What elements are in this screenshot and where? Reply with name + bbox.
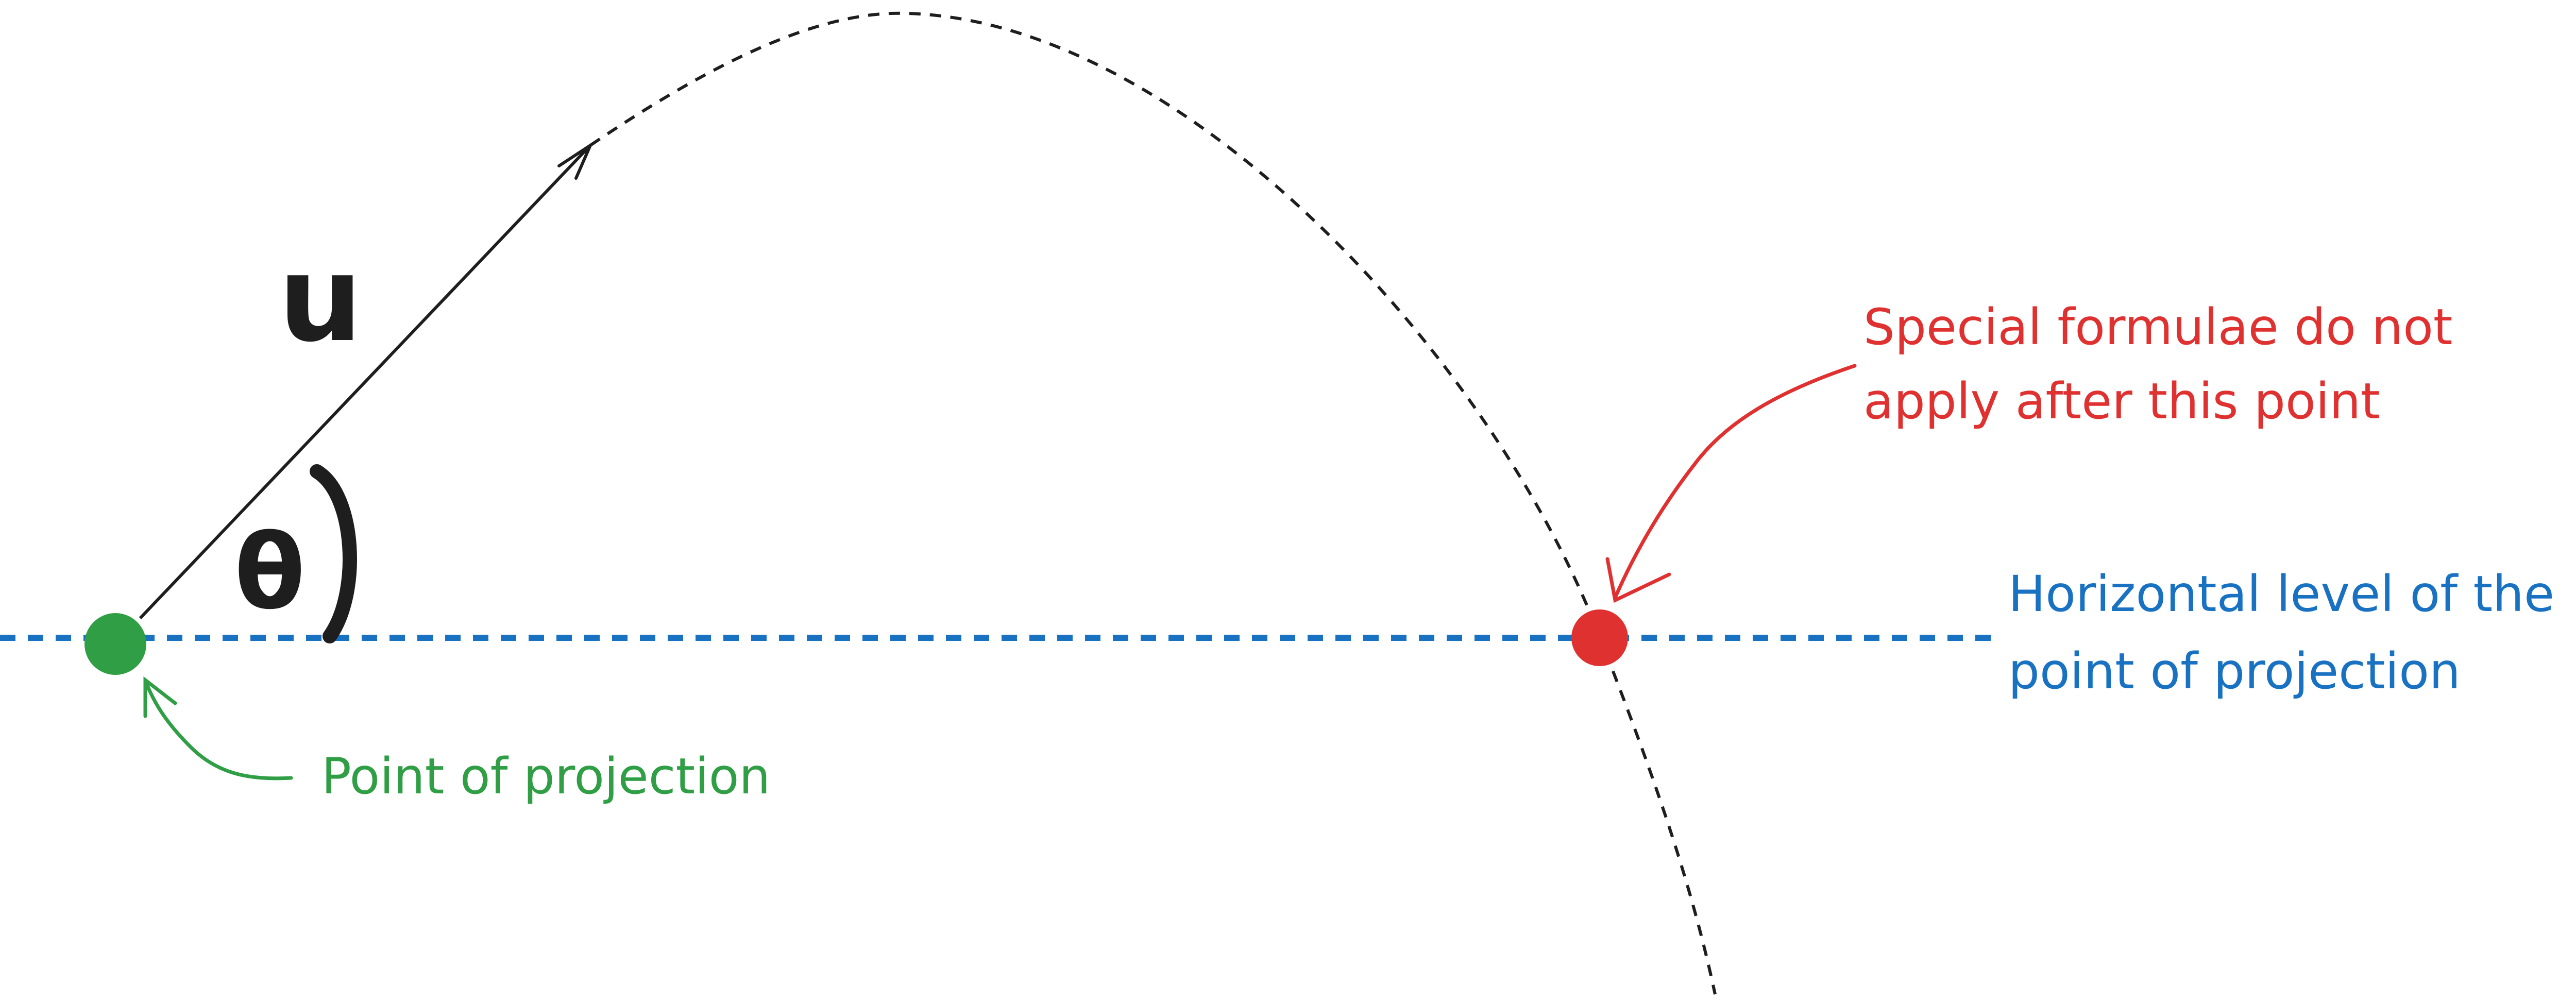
horizontal-level-line2: point of projection [2008, 642, 2461, 700]
velocity-arrowhead [557, 141, 594, 180]
point-of-projection-dot [84, 613, 146, 675]
landing-point-dot [1571, 609, 1628, 666]
point-of-projection-label: Point of projection [321, 748, 770, 805]
special-formulae-line1: Special formulae do not [1863, 298, 2453, 356]
horizontal-level-line1: Horizontal level of the [2008, 565, 2554, 623]
velocity-vector [139, 144, 592, 620]
red-annotation-arrow [1613, 364, 1857, 600]
trajectory-curve [589, 11, 1717, 995]
angle-label: θ [234, 513, 305, 633]
red-arrowhead [1605, 557, 1671, 603]
angle-arc [310, 464, 357, 643]
velocity-label: u [278, 231, 363, 368]
special-formulae-line2: apply after this point [1863, 372, 2380, 430]
green-annotation-arrow [143, 678, 293, 781]
green-arrowhead [143, 676, 177, 718]
